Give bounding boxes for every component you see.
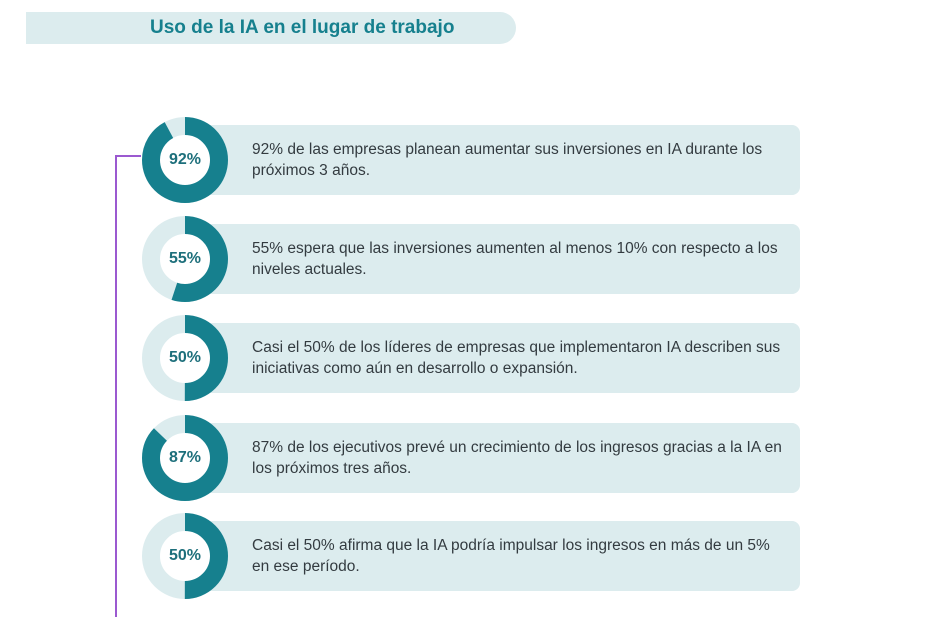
stat-row: Casi el 50% afirma que la IA podría impu… — [0, 511, 930, 601]
stat-card: Casi el 50% de los líderes de empresas q… — [180, 323, 800, 393]
percent-ring: 55% — [140, 214, 230, 304]
stat-text: 87% de los ejecutivos prevé un crecimien… — [252, 439, 782, 477]
timeline-line — [115, 155, 117, 617]
page-title: Uso de la IA en el lugar de trabajo — [150, 17, 455, 38]
stat-row: 87% de los ejecutivos prevé un crecimien… — [0, 413, 930, 503]
stat-card: 92% de las empresas planean aumentar sus… — [180, 125, 800, 195]
stat-card: Casi el 50% afirma que la IA podría impu… — [180, 521, 800, 591]
stat-row: 55% espera que las inversiones aumenten … — [0, 214, 930, 304]
title-banner: Uso de la IA en el lugar de trabajo — [26, 12, 516, 44]
timeline-connector — [115, 155, 141, 157]
stat-row: Casi el 50% de los líderes de empresas q… — [0, 313, 930, 403]
stat-row: 92% de las empresas planean aumentar sus… — [0, 115, 930, 205]
percent-label: 87% — [168, 449, 202, 466]
percent-ring: 92% — [140, 115, 230, 205]
stat-text: Casi el 50% afirma que la IA podría impu… — [252, 537, 770, 575]
percent-label: 50% — [168, 547, 202, 564]
stat-text: 55% espera que las inversiones aumenten … — [252, 240, 778, 278]
stat-text: 92% de las empresas planean aumentar sus… — [252, 141, 763, 179]
percent-label: 55% — [168, 250, 202, 267]
percent-label: 50% — [168, 349, 202, 366]
percent-ring: 50% — [140, 511, 230, 601]
percent-ring: 87% — [140, 413, 230, 503]
stat-card: 87% de los ejecutivos prevé un crecimien… — [180, 423, 800, 493]
stat-text: Casi el 50% de los líderes de empresas q… — [252, 339, 781, 377]
percent-ring: 50% — [140, 313, 230, 403]
stat-card: 55% espera que las inversiones aumenten … — [180, 224, 800, 294]
percent-label: 92% — [168, 151, 202, 168]
